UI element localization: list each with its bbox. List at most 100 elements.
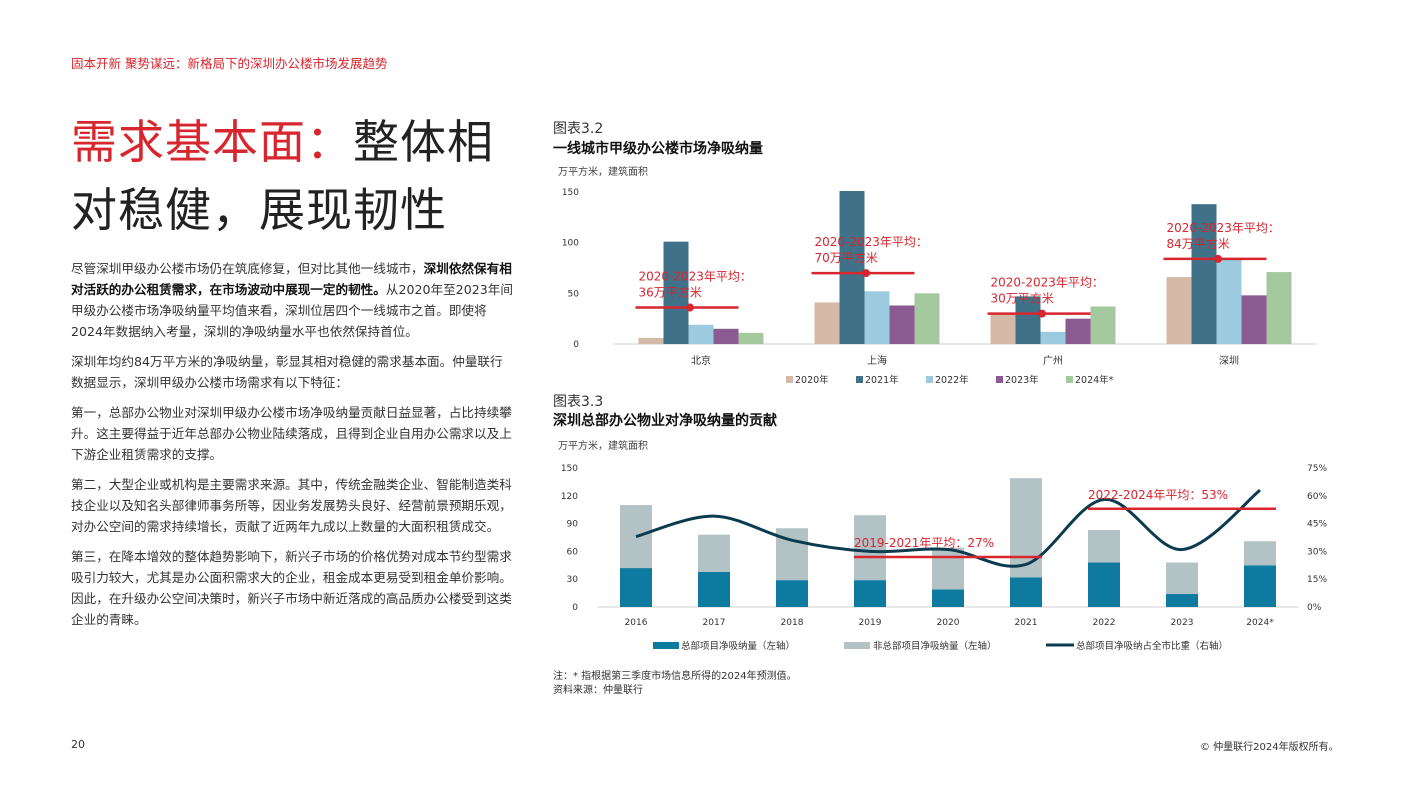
page-number: 20 xyxy=(71,738,85,751)
figure-3-3-unit: 万平方米，建筑面积 xyxy=(558,441,648,452)
figure-3-3-title: 深圳总部办公物业对净吸纳量的贡献 xyxy=(553,413,777,429)
figure-3-2-title: 一线城市甲级办公楼市场净吸纳量 xyxy=(553,141,763,157)
x-tick-label: 2019 xyxy=(859,618,882,628)
x-tick-label: 2021 xyxy=(1015,618,1038,628)
average-label: 2020-2023年平均： xyxy=(815,235,928,249)
legend-swatch xyxy=(786,376,793,383)
x-tick-label: 2020 xyxy=(937,618,960,628)
bar xyxy=(990,313,1016,344)
bar-hq xyxy=(1166,594,1198,607)
bar-hq xyxy=(776,580,808,607)
bar-hq xyxy=(1010,577,1042,607)
average-label: 2020-2023年平均： xyxy=(1167,221,1280,235)
bar-hq xyxy=(1088,562,1120,607)
bar xyxy=(1191,204,1217,344)
x-tick-label: 2016 xyxy=(625,618,648,628)
x-tick-label: 2022 xyxy=(1093,618,1116,628)
average-point xyxy=(1214,254,1222,263)
bar xyxy=(1015,296,1041,344)
bar-non-hq xyxy=(620,505,652,569)
bar-non-hq xyxy=(932,547,964,590)
average-label: 36万平方米 xyxy=(639,285,702,300)
x-tick-label: 深圳 xyxy=(1219,355,1239,367)
running-header: 固本开新 聚势谋远：新格局下的深圳办公楼市场发展趋势 xyxy=(71,56,388,71)
legend-label: 2023年 xyxy=(1005,374,1039,386)
legend-swatch xyxy=(926,376,933,383)
bar xyxy=(839,190,865,344)
figure-3-2-unit: 万平方米，建筑面积 xyxy=(558,167,648,178)
bar-hq xyxy=(932,589,964,607)
page-title: 需求基本面：整体相对稳健，展现韧性 xyxy=(71,108,531,244)
average-label: 84万平方米 xyxy=(1167,236,1230,251)
average-point xyxy=(862,269,870,278)
legend-label: 总部项目净吸纳量（左轴） xyxy=(681,640,795,652)
average-label: 30万平方米 xyxy=(991,291,1054,306)
bar xyxy=(814,302,840,344)
bar-hq xyxy=(620,568,652,607)
x-tick-label: 2018 xyxy=(781,618,804,628)
bar xyxy=(1216,258,1242,344)
y2-tick-label: 15% xyxy=(1307,575,1327,585)
y-tick-label: 0 xyxy=(572,603,578,613)
y-tick-label: 120 xyxy=(561,492,578,502)
bar xyxy=(1065,318,1091,344)
x-tick-label: 2017 xyxy=(703,618,726,628)
x-tick-label: 北京 xyxy=(691,354,711,367)
y-tick-label: 150 xyxy=(561,464,578,474)
chart-shenzhen-hq-contribution: 0 30 60 90 120 150 0% 15% 30% 45% 60% 75% 2016 2017 20… xyxy=(561,464,1328,652)
bar xyxy=(1040,331,1066,344)
bar-non-hq xyxy=(854,515,886,581)
bar xyxy=(1166,277,1192,344)
bar-non-hq xyxy=(1088,530,1120,563)
average-point xyxy=(1038,309,1046,318)
legend-label: 总部项目净吸纳占全市比重（右轴） xyxy=(1076,640,1228,652)
average-label: 2020-2023年平均： xyxy=(639,270,752,284)
y2-tick-label: 45% xyxy=(1307,520,1327,530)
share-line xyxy=(635,489,1261,568)
paragraph-2: 深圳年均约84万平方米的净吸纳量，彰显其相对稳健的需求基本面。仲量联行数据显示，… xyxy=(71,354,503,390)
footnote-source: 资料来源：仲量联行 xyxy=(553,685,643,696)
y-tick-label: 30 xyxy=(567,575,579,585)
y2-tick-label: 0% xyxy=(1307,603,1322,613)
bar-non-hq xyxy=(1166,562,1198,595)
bar xyxy=(1090,306,1116,344)
paragraph-5: 第三，在降本增效的整体趋势影响下，新兴子市场的价格优势对成本节约型需求吸引力较大… xyxy=(71,549,512,627)
bar-hq xyxy=(698,571,730,607)
legend-swatch xyxy=(996,376,1003,383)
legend-swatch xyxy=(856,376,863,383)
average-label: 2020-2023年平均： xyxy=(991,276,1104,290)
legend-label: 2020年 xyxy=(795,374,829,386)
y2-tick-label: 60% xyxy=(1307,492,1327,502)
bar xyxy=(738,332,764,344)
x-tick-label: 广州 xyxy=(1043,355,1063,367)
body-text: 尽管深圳甲级办公楼市场仍在筑底修复，但对比其他一线城市，深圳依然保有相对活跃的办… xyxy=(71,258,513,639)
y-tick-label: 50 xyxy=(568,289,580,299)
bar xyxy=(1241,295,1267,344)
bar xyxy=(889,305,915,344)
y-tick-label: 60 xyxy=(567,547,579,557)
bar-non-hq xyxy=(1244,541,1276,566)
legend-swatch xyxy=(844,642,870,649)
legend-label: 2021年 xyxy=(865,374,899,386)
page-title-highlight: 需求基本面： xyxy=(71,115,353,169)
x-tick-label: 2023 xyxy=(1171,618,1194,628)
legend-label: 非总部项目净吸纳量（左轴） xyxy=(873,640,997,652)
bar xyxy=(864,291,890,344)
average-label: 2019-2021年平均：27% xyxy=(854,536,994,550)
bar xyxy=(638,337,664,344)
average-label: 70万平方米 xyxy=(815,250,878,265)
page-title-rest: 整体相对稳健，展现韧性 xyxy=(71,115,494,237)
legend-swatch xyxy=(1066,376,1073,383)
legend-label: 2022年 xyxy=(935,374,969,386)
paragraph-3: 第一，总部办公物业对深圳甲级办公楼市场净吸纳量贡献日益显著，占比持续攀升。这主要… xyxy=(71,405,512,462)
figure-3-3-number: 图表3.3 xyxy=(553,394,604,410)
copyright: © 仲量联行2024年版权所有。 xyxy=(1200,742,1339,753)
average-label: 2022-2024年平均：53% xyxy=(1088,488,1228,502)
y-tick-label: 90 xyxy=(567,520,579,530)
legend-swatch xyxy=(653,642,679,649)
bar xyxy=(914,293,940,344)
paragraph-1: 尽管深圳甲级办公楼市场仍在筑底修复，但对比其他一线城市，深圳依然保有相对活跃的办… xyxy=(71,261,513,339)
footnote-note: 注：* 指根据第三季度市场信息所得的2024年预测值。 xyxy=(553,671,797,682)
bar xyxy=(688,324,714,344)
